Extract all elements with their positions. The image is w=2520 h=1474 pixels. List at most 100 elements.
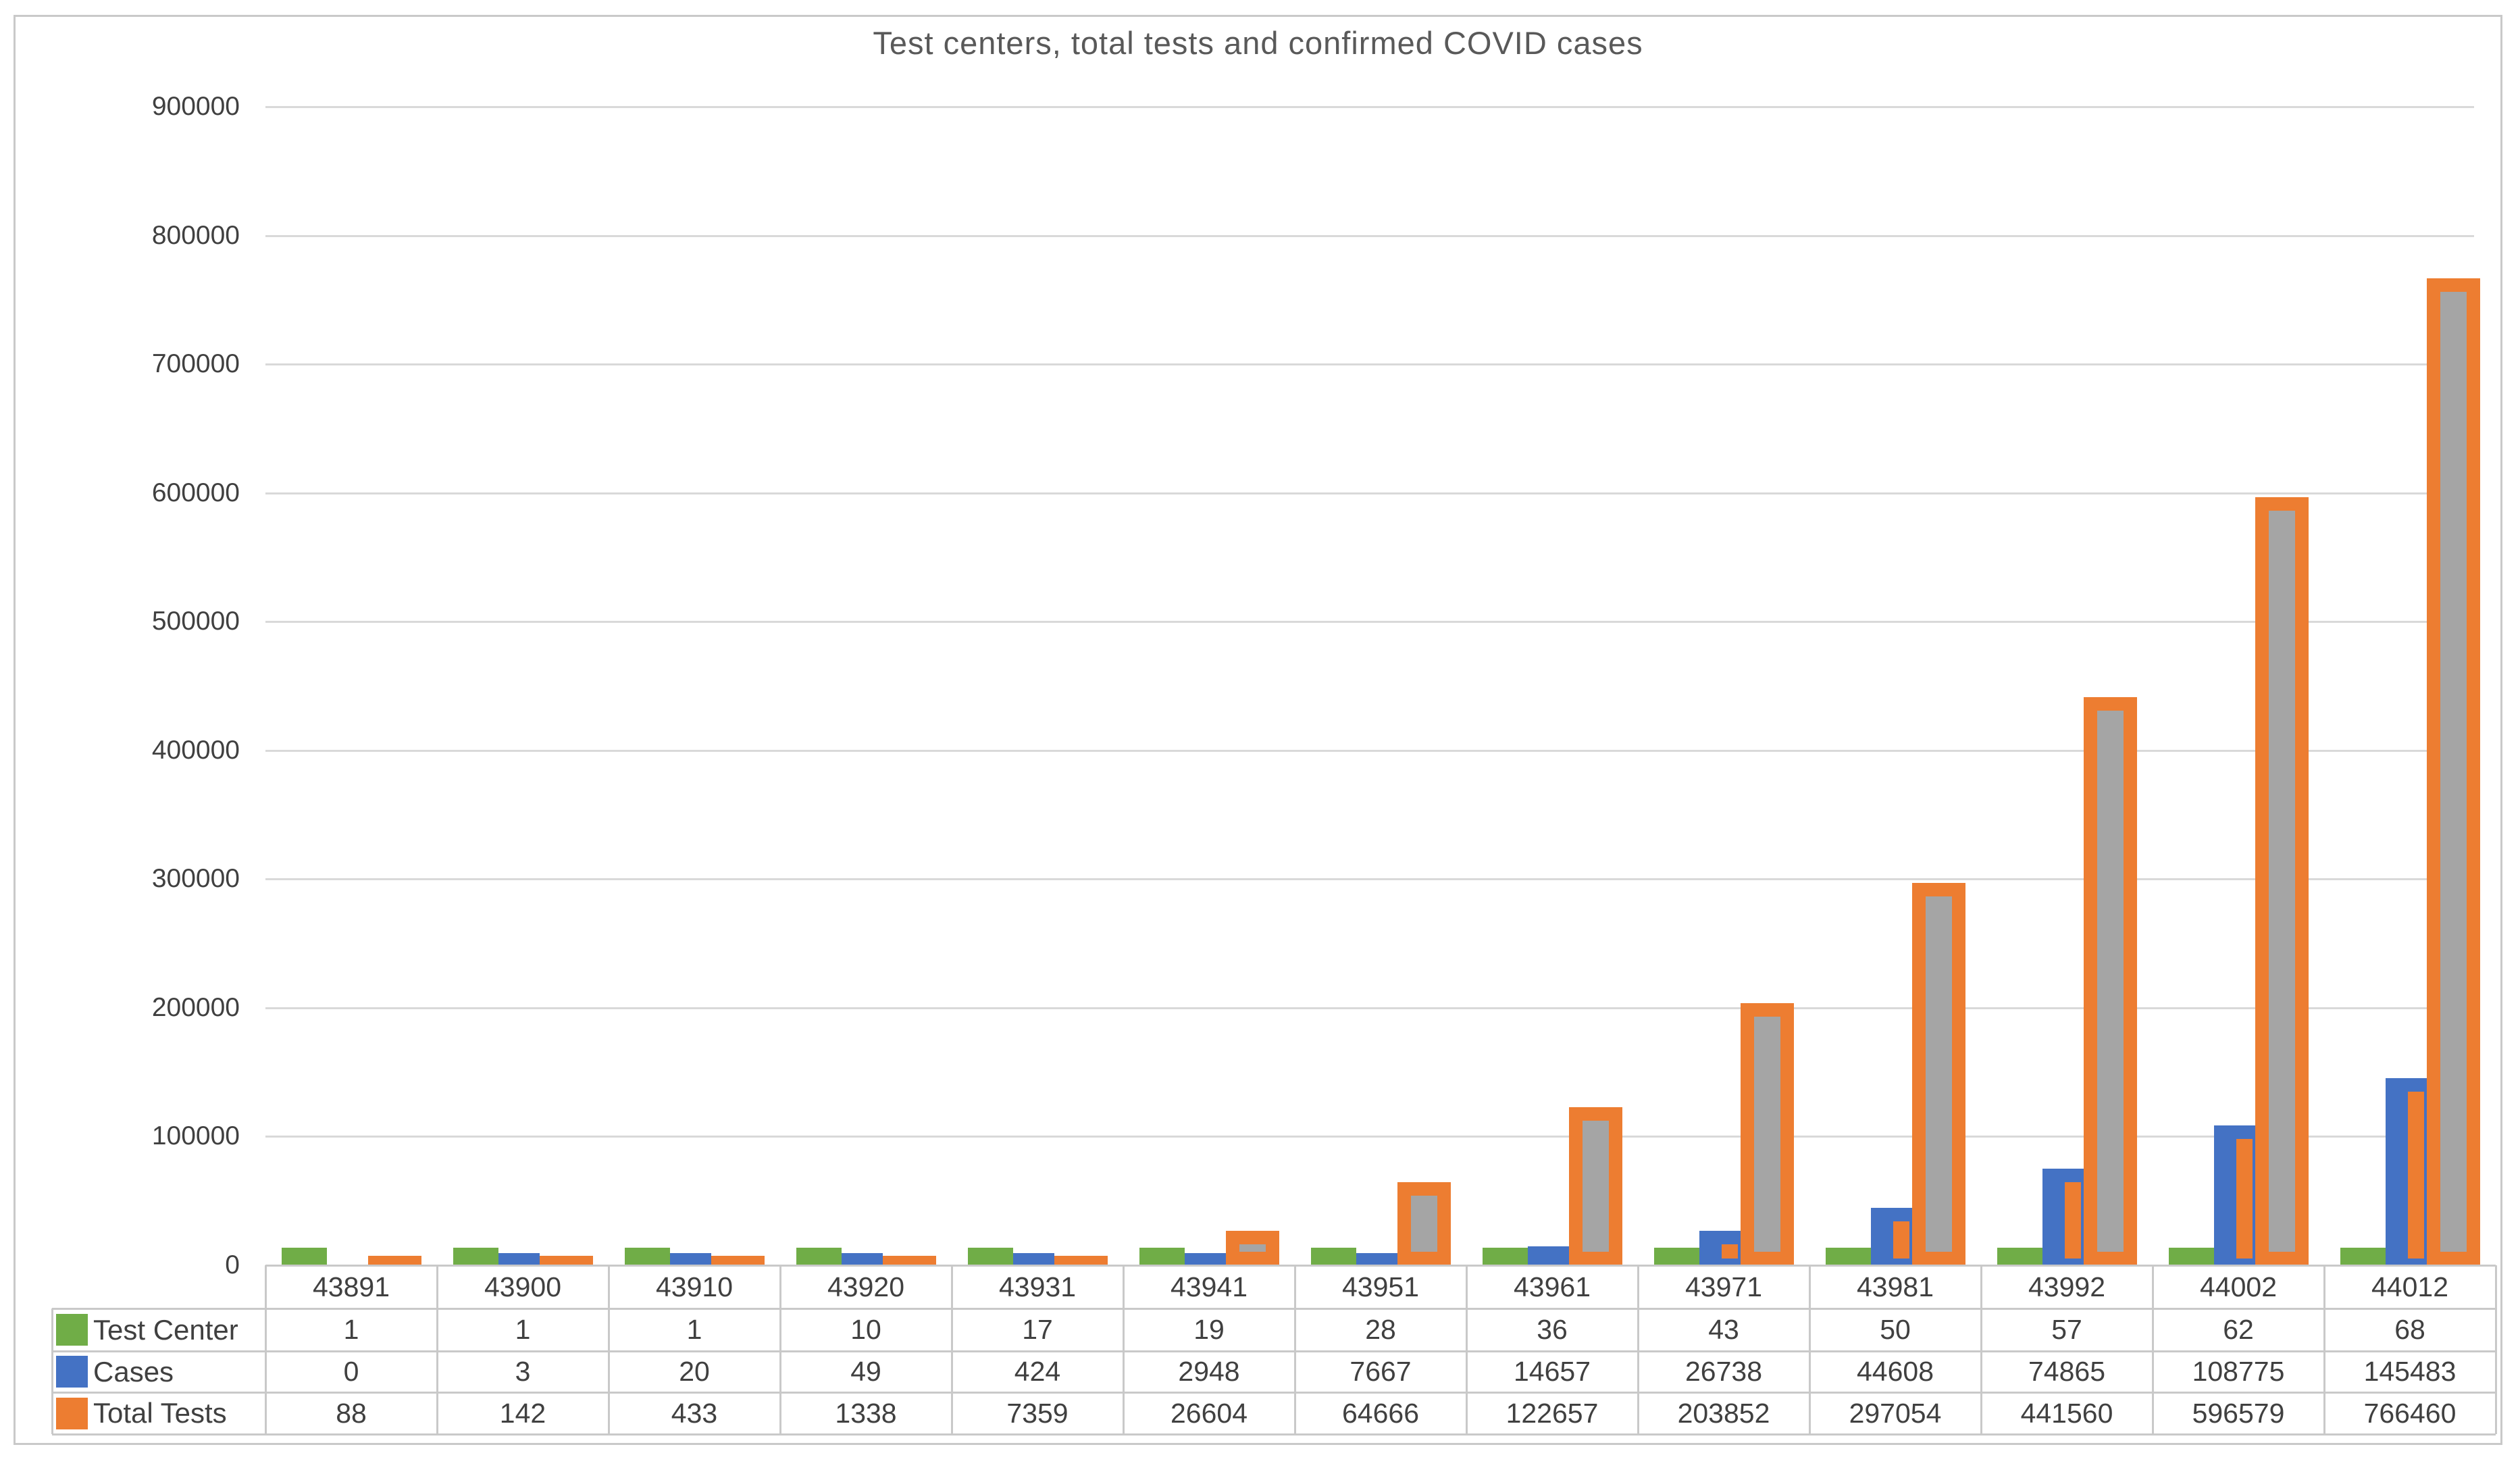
chart-outer-border: [14, 15, 2502, 1445]
table-value-cell: 44608: [1856, 1356, 1934, 1387]
y-axis-tick-label: 0: [225, 1250, 240, 1279]
table-value-cell: 142: [499, 1397, 546, 1429]
table-value-cell: 1: [686, 1314, 702, 1345]
bar-test-center[interactable]: [2169, 1248, 2214, 1265]
bar-total-tests[interactable]: [1569, 1107, 1622, 1265]
bar-test-center[interactable]: [1997, 1248, 2042, 1265]
category-header-cell: 43951: [1341, 1271, 1419, 1302]
table-border-line: [1809, 1265, 1811, 1434]
bar-total-tests-overlap[interactable]: [2065, 1182, 2081, 1259]
bar-total-tests[interactable]: [2084, 697, 2137, 1265]
y-axis-tick-label: 500000: [151, 607, 240, 636]
y-axis-tick-label: 600000: [151, 478, 240, 507]
y-axis-tick-label: 100000: [151, 1121, 240, 1151]
y-axis-tick-label: 900000: [151, 92, 240, 121]
table-value-cell: 122657: [1506, 1397, 1599, 1429]
bar-test-center[interactable]: [968, 1248, 1013, 1265]
bar-total-tests[interactable]: [1054, 1256, 1108, 1265]
bar-total-tests[interactable]: [2427, 278, 2480, 1265]
table-value-cell: 145483: [2363, 1356, 2457, 1387]
bar-test-center[interactable]: [453, 1248, 498, 1265]
bar-total-tests-fill: [2440, 292, 2467, 1252]
table-border-line: [1980, 1265, 1982, 1434]
gridline: [265, 492, 2474, 494]
series-name: Cases: [93, 1355, 174, 1388]
bar-test-center[interactable]: [2340, 1248, 2386, 1265]
bar-total-tests[interactable]: [2255, 497, 2309, 1265]
bar-total-tests-overlap[interactable]: [2236, 1139, 2253, 1259]
category-header-cell: 43910: [655, 1271, 733, 1302]
bar-cases[interactable]: [1185, 1253, 1226, 1265]
bar-total-tests[interactable]: [540, 1256, 593, 1265]
table-border-line: [608, 1265, 610, 1434]
bar-cases[interactable]: [670, 1253, 711, 1265]
bar-test-center[interactable]: [282, 1248, 327, 1265]
table-value-cell: 7359: [1006, 1397, 1069, 1429]
bar-total-tests[interactable]: [368, 1256, 421, 1265]
table-border-line: [265, 1265, 2496, 1267]
legend-key-swatch: [56, 1314, 88, 1346]
table-border-line: [1294, 1265, 1296, 1434]
table-border-line: [52, 1308, 2496, 1310]
bar-total-tests[interactable]: [1226, 1231, 1279, 1265]
table-value-cell: 19: [1193, 1314, 1225, 1345]
legend-row-label: Test Center: [56, 1308, 264, 1351]
bar-cases[interactable]: [1013, 1253, 1054, 1265]
table-border-line: [779, 1265, 781, 1434]
gridline: [265, 106, 2474, 108]
table-value-cell: 26604: [1170, 1397, 1248, 1429]
bar-total-tests-overlap[interactable]: [1893, 1221, 1909, 1259]
bar-total-tests[interactable]: [883, 1256, 936, 1265]
table-border-line: [2323, 1265, 2325, 1434]
table-value-cell: 1338: [835, 1397, 897, 1429]
table-value-cell: 17: [1022, 1314, 1053, 1345]
bar-cases[interactable]: [842, 1253, 883, 1265]
category-header-cell: 43920: [827, 1271, 904, 1302]
table-value-cell: 36: [1537, 1314, 1568, 1345]
bar-test-center[interactable]: [1654, 1248, 1699, 1265]
bar-total-tests[interactable]: [1397, 1182, 1451, 1265]
table-value-cell: 596579: [2192, 1397, 2285, 1429]
table-value-cell: 3: [515, 1356, 531, 1387]
gridline: [265, 749, 2474, 752]
bar-test-center[interactable]: [1826, 1248, 1871, 1265]
bar-total-tests[interactable]: [1741, 1003, 1794, 1265]
category-header-cell: 43931: [998, 1271, 1076, 1302]
bar-cases[interactable]: [498, 1253, 540, 1265]
gridline: [265, 234, 2474, 237]
category-header-cell: 43992: [2028, 1271, 2105, 1302]
bar-total-tests[interactable]: [711, 1256, 765, 1265]
bar-total-tests-overlap[interactable]: [1722, 1244, 1738, 1259]
table-value-cell: 1: [515, 1314, 531, 1345]
category-header-cell: 43941: [1170, 1271, 1248, 1302]
table-value-cell: 1: [343, 1314, 359, 1345]
category-header-cell: 44012: [2371, 1271, 2448, 1302]
bar-total-tests-fill: [1239, 1244, 1266, 1252]
bar-test-center[interactable]: [1139, 1248, 1185, 1265]
bar-test-center[interactable]: [1311, 1248, 1356, 1265]
y-axis-tick-label: 200000: [151, 992, 240, 1022]
table-value-cell: 62: [2223, 1314, 2254, 1345]
table-value-cell: 68: [2394, 1314, 2425, 1345]
bar-total-tests-fill: [2097, 711, 2124, 1252]
bar-cases[interactable]: [1356, 1253, 1397, 1265]
table-border-line: [951, 1265, 953, 1434]
bar-test-center[interactable]: [1483, 1248, 1528, 1265]
table-value-cell: 57: [2051, 1314, 2082, 1345]
bar-test-center[interactable]: [796, 1248, 842, 1265]
series-name: Test Center: [93, 1313, 238, 1346]
table-border-line: [265, 1265, 267, 1434]
table-value-cell: 20: [679, 1356, 710, 1387]
table-value-cell: 50: [1880, 1314, 1911, 1345]
bar-test-center[interactable]: [625, 1248, 670, 1265]
table-value-cell: 28: [1365, 1314, 1396, 1345]
table-value-cell: 2948: [1178, 1356, 1240, 1387]
bar-total-tests-overlap[interactable]: [2408, 1092, 2424, 1259]
table-border-line: [1637, 1265, 1639, 1434]
bar-cases[interactable]: [1528, 1246, 1569, 1265]
table-value-cell: 433: [671, 1397, 718, 1429]
gridline: [265, 878, 2474, 881]
bar-total-tests[interactable]: [1912, 883, 1965, 1265]
category-header-cell: 43981: [1856, 1271, 1934, 1302]
